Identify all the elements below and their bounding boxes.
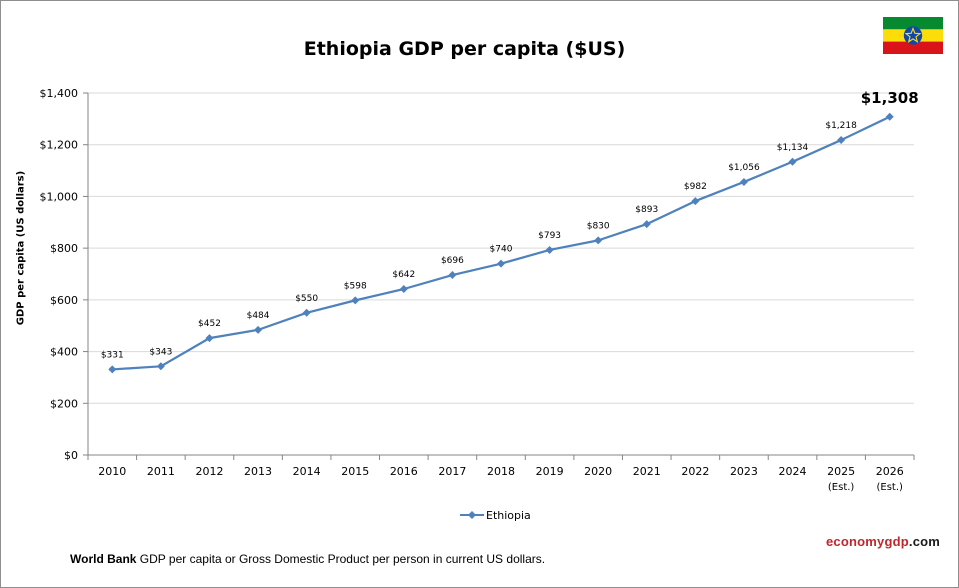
data-label: $1,134 [777,143,809,153]
data-point [545,245,554,254]
x-tick-label: 2018 [487,465,515,478]
data-point [351,296,360,305]
data-label: $793 [538,231,561,241]
data-point [642,220,651,229]
data-point [254,325,263,334]
chart-title: Ethiopia GDP per capita ($US) [303,38,626,60]
x-tick-label: 2024 [779,465,807,478]
data-point [497,259,505,268]
legend-marker [468,511,476,519]
source-note: World Bank GDP per capita or Gross Domes… [70,552,545,566]
data-label: $598 [344,281,367,291]
x-tick-label: 2014 [293,465,321,478]
x-tick-label: 2016 [390,465,418,478]
data-point [691,197,700,206]
x-tick-label: 2013 [244,465,272,478]
brand-part-domain: .com [908,534,941,549]
source-name: World Bank [70,552,137,566]
y-tick-label: $1,000 [40,190,79,203]
data-label: $642 [392,270,415,280]
x-tick-label: 2012 [195,465,223,478]
data-label: $343 [149,347,172,357]
data-point [594,236,603,245]
data-point [302,308,311,317]
y-tick-label: $800 [50,242,78,255]
data-label: $982 [684,182,707,192]
data-point [788,157,797,166]
data-point [837,136,846,145]
x-tick-label: 2020 [584,465,612,478]
data-point [399,284,408,293]
y-tick-label: $1,200 [40,139,79,152]
x-tick-label: 2017 [438,465,466,478]
y-tick-label: $600 [50,294,78,307]
line-chart: $0 $200 $400 $600 $800 $1,000 $1,200 $1,400 2010… [40,87,919,522]
data-label: $331 [101,350,124,360]
data-label: $484 [247,311,270,321]
series-line [112,115,891,371]
y-tick-label: $400 [50,346,78,359]
x-tick-sublabel: (Est.) [876,482,903,493]
y-tick-label: $1,400 [40,87,79,100]
source-description: GDP per capita or Gross Domestic Product… [139,552,546,566]
data-label: $550 [295,294,318,304]
x-tick-sublabel: (Est.) [828,482,855,493]
x-tick-label: 2025 [827,465,855,478]
data-label: $696 [441,256,464,266]
brand-part-economy: economy [826,534,885,549]
data-label: $893 [635,205,658,215]
data-point [448,271,457,280]
data-point [205,334,214,343]
x-tick-label: 2023 [730,465,758,478]
data-label: $1,218 [825,121,857,131]
y-tick-label: $0 [64,449,78,462]
data-point [885,112,894,121]
data-label: $1,056 [728,163,760,173]
data-label: $452 [198,319,221,329]
y-tick-label: $200 [50,397,78,410]
x-tick-label: 2019 [536,465,564,478]
x-tick-label: 2026 [876,465,904,478]
x-tick-label: 2011 [147,465,175,478]
x-tick-label: 2010 [98,465,126,478]
brand-logo: economygdp.com [826,534,940,549]
data-label: $830 [587,221,610,231]
data-point [108,365,117,374]
data-point [156,362,165,371]
legend-label: Ethiopia [486,509,531,522]
data-label: $1,308 [861,89,919,107]
x-tick-label: 2021 [633,465,661,478]
x-tick-label: 2015 [341,465,369,478]
data-point [739,177,748,186]
x-tick-label: 2022 [681,465,709,478]
brand-part-gdp: gdp [884,534,909,549]
ethiopia-flag-icon [883,17,943,54]
data-label: $740 [490,245,513,255]
